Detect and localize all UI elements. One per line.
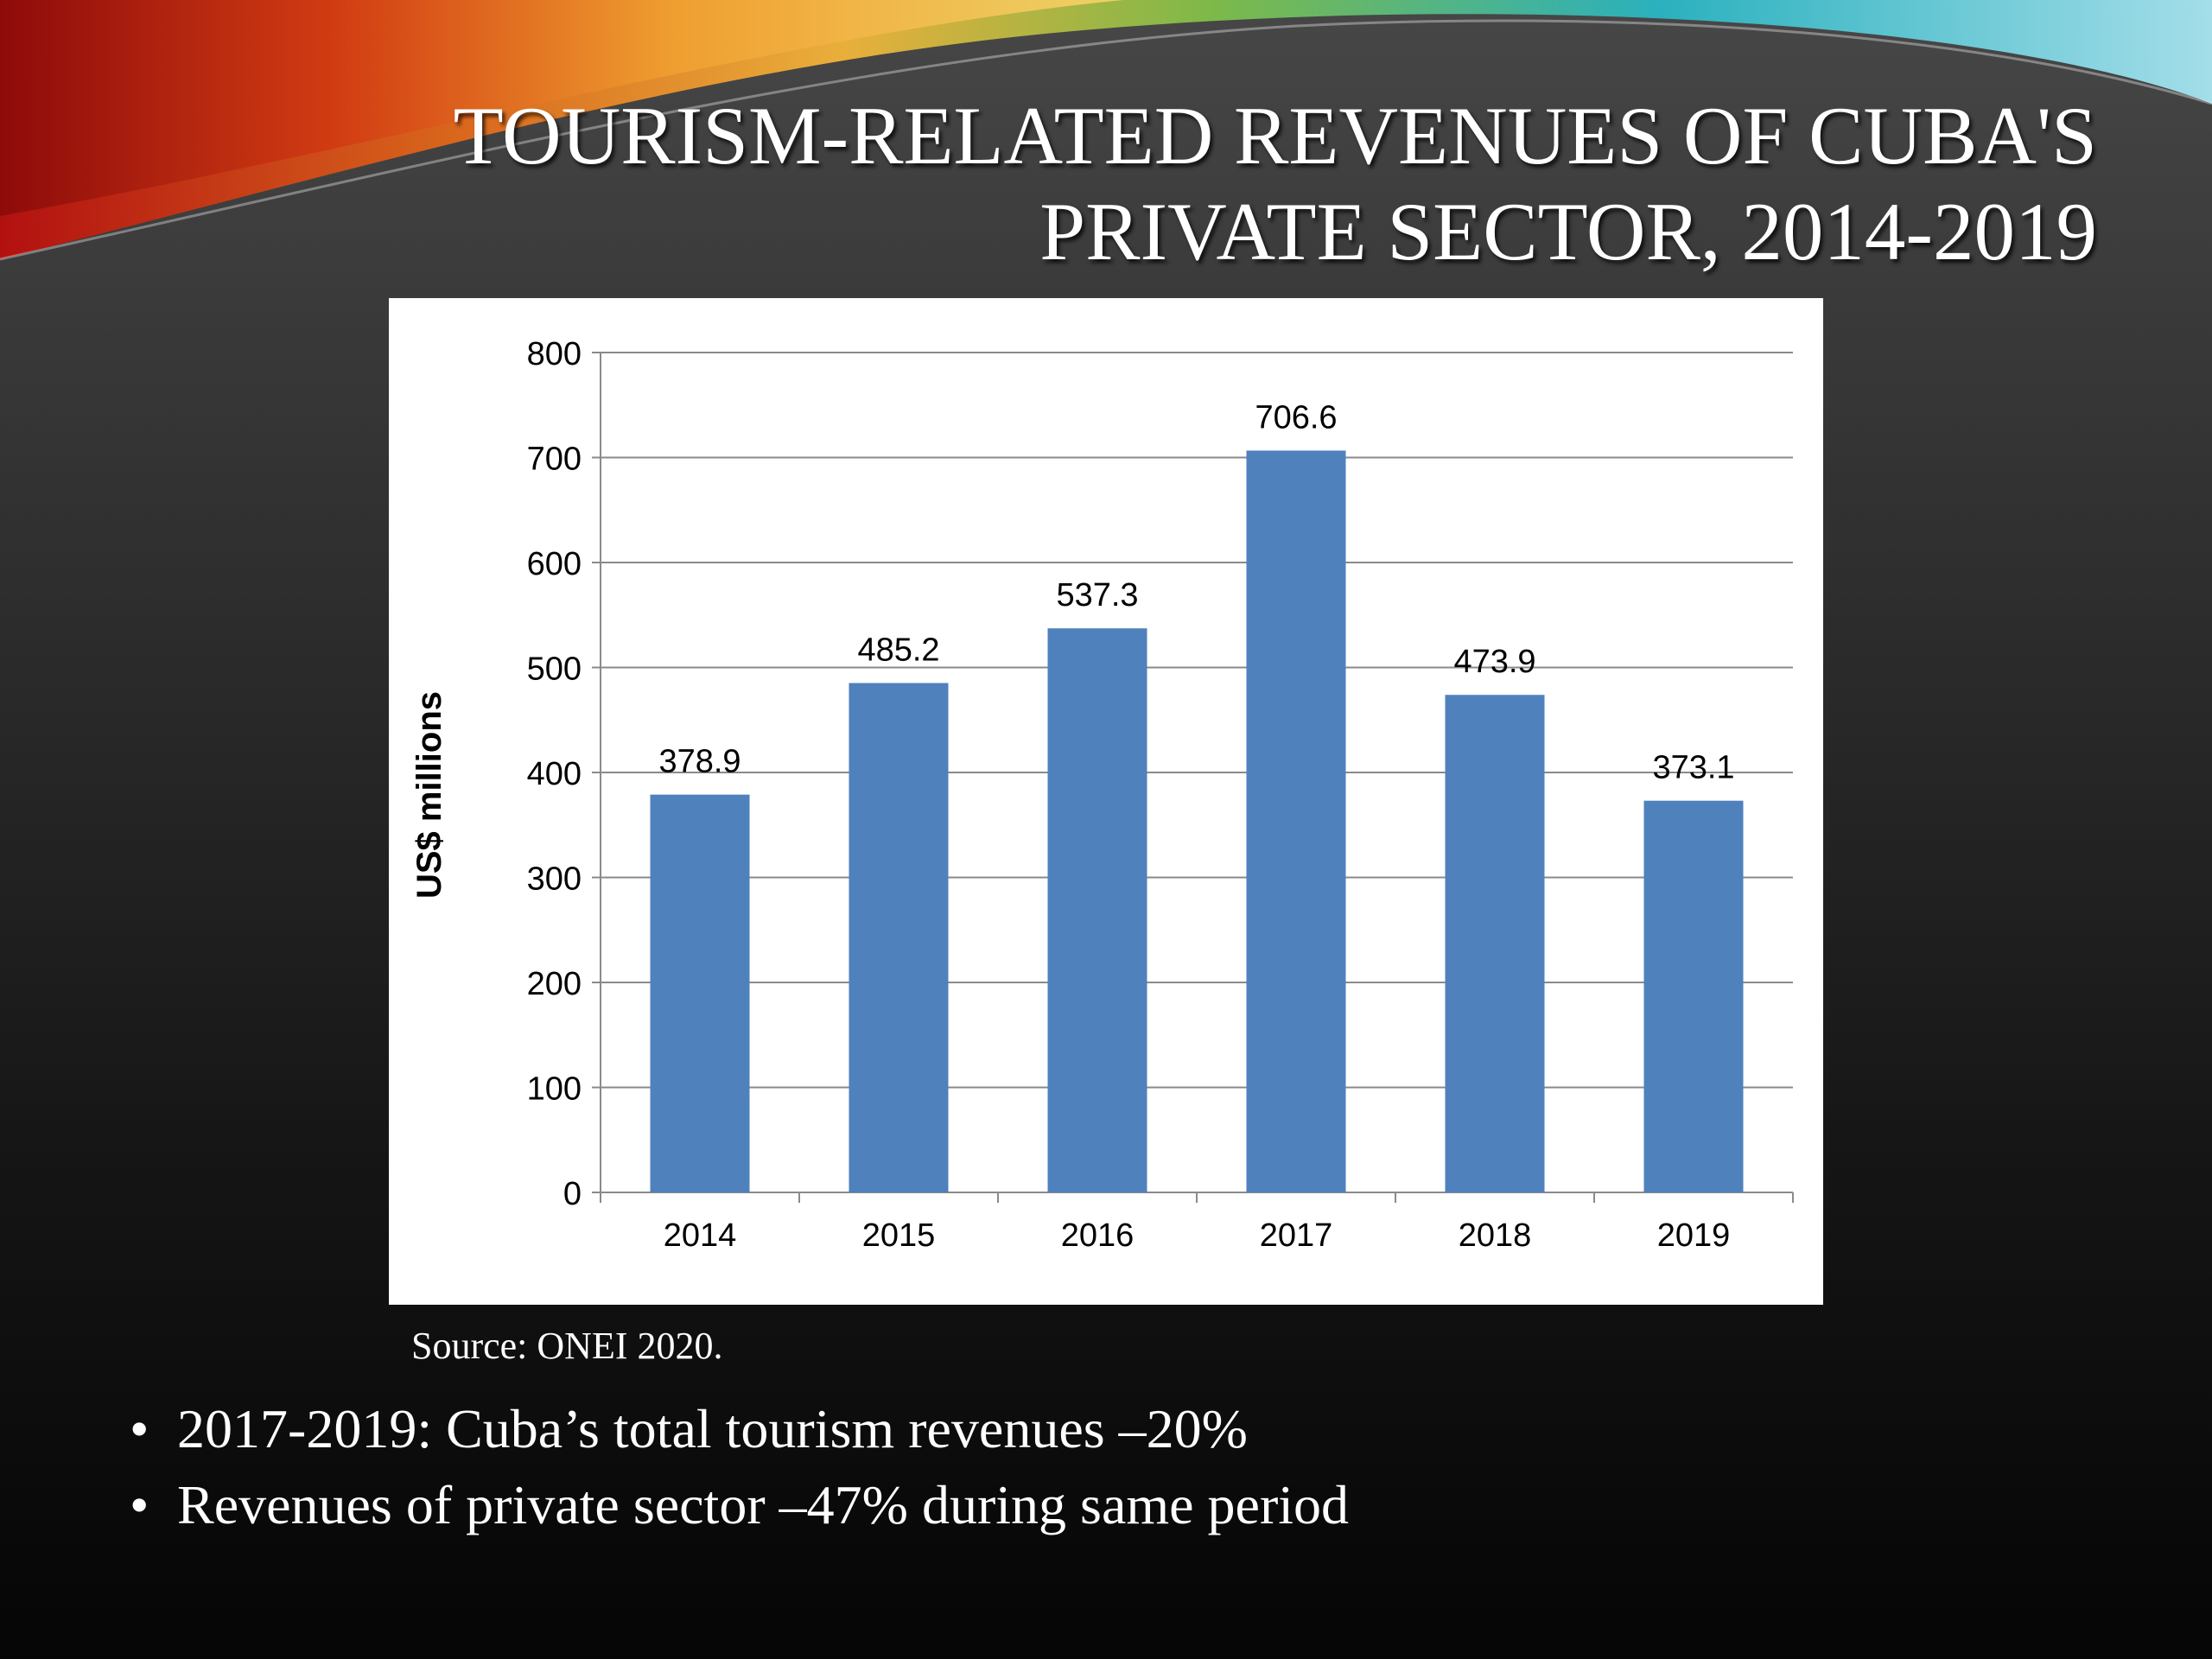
data-label: 373.1 (1652, 750, 1734, 786)
decorative-swoosh (0, 0, 2212, 261)
data-label: 706.6 (1255, 399, 1337, 435)
y-tick-label: 400 (527, 756, 582, 792)
bullet-item: • 2017-2019: Cuba’s total tourism revenue… (130, 1391, 1349, 1467)
y-tick-label: 0 (563, 1176, 582, 1212)
bar (1643, 800, 1744, 1192)
data-label: 485.2 (857, 632, 939, 668)
y-tick-label: 700 (527, 442, 582, 478)
y-tick-label: 100 (527, 1071, 582, 1108)
y-tick-label: 800 (527, 336, 582, 372)
data-label: 378.9 (658, 744, 741, 780)
x-tick-label: 2015 (862, 1217, 936, 1254)
y-tick-label: 300 (527, 861, 582, 898)
bar (1047, 628, 1147, 1192)
bullet-text: 2017-2019: Cuba’s total tourism revenues… (177, 1398, 1248, 1459)
bullet-list: • 2017-2019: Cuba’s total tourism revenue… (130, 1391, 1349, 1543)
source-note: Source: ONEI 2020. (411, 1325, 723, 1367)
data-label: 537.3 (1056, 577, 1138, 613)
y-axis-label: US$ millions (410, 691, 448, 899)
bar-chart: 0 100 200 300 400 500 600 700 800 378.9 485.2 537.… (410, 336, 1794, 1254)
x-tick-label: 2017 (1260, 1217, 1333, 1254)
bar (1445, 695, 1545, 1192)
x-tick-label: 2018 (1459, 1217, 1532, 1254)
x-tick-label: 2019 (1657, 1217, 1731, 1254)
bar (1246, 450, 1346, 1192)
bullet-item: • Revenues of private sector –47% during … (130, 1467, 1349, 1543)
slide-title: TOURISM-RELATED REVENUES OF CUBA'S PRIVA… (453, 90, 2097, 277)
y-tick-label: 200 (527, 966, 582, 1002)
bar (650, 794, 750, 1192)
x-tick-label: 2014 (664, 1217, 737, 1254)
bullet-text: Revenues of private sector –47% during s… (177, 1474, 1350, 1535)
data-label: 473.9 (1453, 644, 1535, 680)
bullet-glyph: • (130, 1474, 149, 1535)
chart-panel: 0 100 200 300 400 500 600 700 800 378.9 485.2 537.… (389, 298, 1823, 1305)
x-tick-label: 2016 (1061, 1217, 1135, 1254)
bullet-glyph: • (130, 1398, 149, 1459)
y-tick-label: 500 (527, 652, 582, 688)
bar (849, 683, 949, 1192)
y-tick-label: 600 (527, 546, 582, 582)
